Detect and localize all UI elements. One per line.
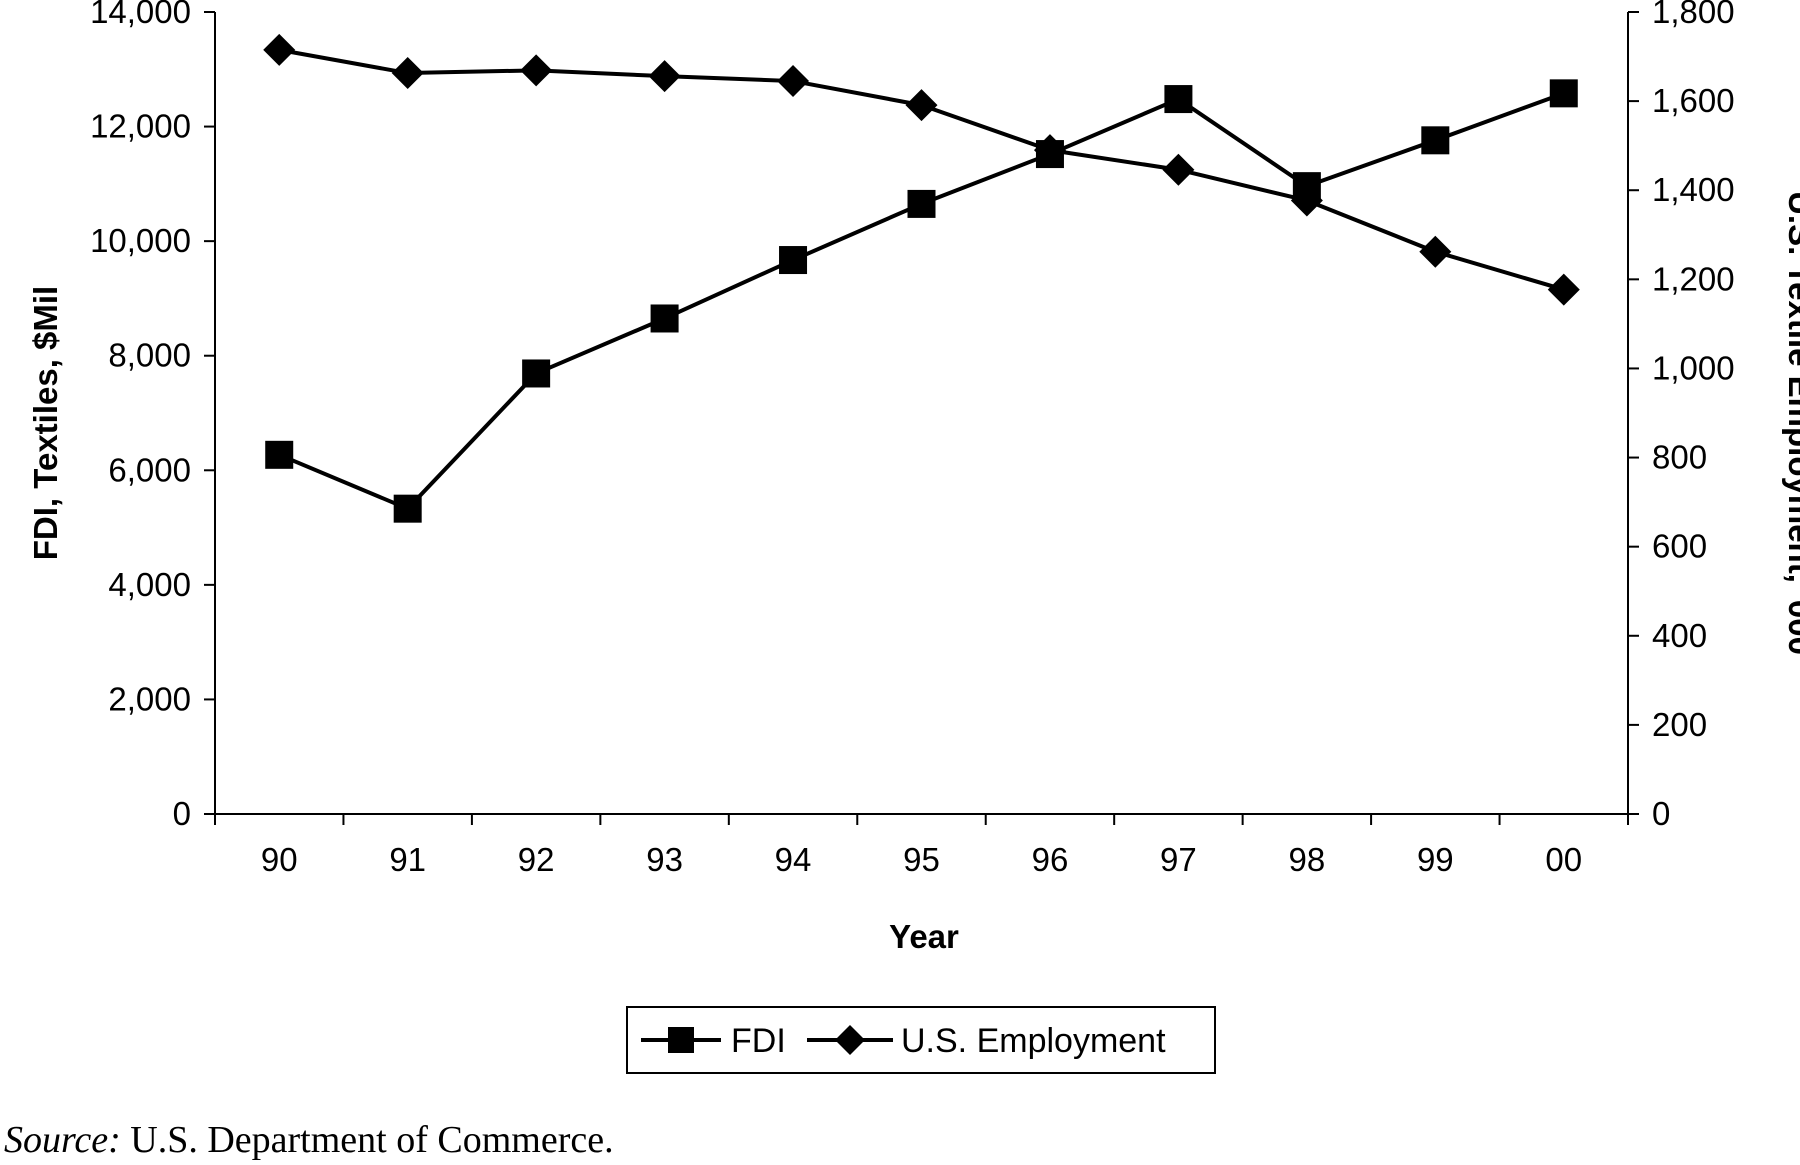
x-tick-label: 98 [1289, 841, 1326, 878]
series-line-u-s-employment [278, 47, 1565, 292]
y-right-tick-label: 1,800 [1652, 0, 1735, 30]
marker-fdi [650, 304, 679, 333]
marker-fdi [779, 246, 808, 275]
marker-u-s-employment [1162, 153, 1195, 186]
marker-u-s-employment [520, 54, 553, 87]
x-tick-label: 99 [1417, 841, 1454, 878]
y-right-tick-label: 600 [1652, 528, 1707, 565]
y-right-tick-label: 0 [1652, 795, 1670, 832]
legend-label-us-employment: U.S. Employment [901, 1022, 1166, 1060]
marker-fdi [907, 189, 936, 218]
x-tick-label: 91 [389, 841, 426, 878]
chart-axes [204, 11, 1639, 825]
marker-fdi [393, 494, 422, 523]
x-tick-label: 00 [1545, 841, 1582, 878]
y-right-tick-label: 1,600 [1652, 82, 1735, 119]
source-text: U.S. Department of Commerce. [120, 1119, 614, 1161]
x-tick-label: 93 [646, 841, 683, 878]
y-right-tick-label: 800 [1652, 439, 1707, 476]
x-tick-label: 94 [775, 841, 812, 878]
x-tick-label: 97 [1160, 841, 1197, 878]
marker-u-s-employment [1290, 184, 1323, 217]
marker-fdi [1164, 85, 1193, 114]
marker-u-s-employment [905, 89, 938, 122]
legend: FDI U.S. Employment [626, 1006, 1216, 1074]
marker-fdi [522, 359, 551, 388]
data-series [263, 33, 1580, 523]
marker-u-s-employment [648, 60, 681, 93]
y-axis-right-title: U.S. Textile Employment, '000 [1782, 191, 1800, 655]
legend-marker-fdi [668, 1027, 694, 1053]
series-line-fdi [278, 91, 1565, 511]
y-left-tick-label: 10,000 [90, 222, 191, 259]
y-right-tick-label: 1,400 [1652, 171, 1735, 208]
y-right-tick-label: 200 [1652, 706, 1707, 743]
marker-u-s-employment [391, 57, 424, 90]
marker-u-s-employment [1547, 273, 1580, 306]
y-left-tick-label: 4,000 [108, 566, 191, 603]
x-tick-label: 95 [903, 841, 940, 878]
y-right-tick-label: 1,200 [1652, 260, 1735, 297]
marker-u-s-employment [1419, 235, 1452, 268]
legend-marker-us-employment [835, 1025, 865, 1055]
marker-u-s-employment [777, 65, 810, 98]
legend-label-fdi: FDI [731, 1022, 786, 1060]
source-label: Source: [4, 1119, 121, 1161]
y-left-tick-label: 14,000 [90, 0, 191, 30]
marker-fdi [265, 440, 294, 469]
legend-box [626, 1006, 1216, 1074]
x-tick-label: 96 [1032, 841, 1069, 878]
marker-u-s-employment [263, 33, 296, 66]
x-tick-label: 90 [261, 841, 298, 878]
marker-fdi [1421, 126, 1450, 155]
x-axis-title: Year [889, 918, 959, 955]
y-left-tick-label: 6,000 [108, 451, 191, 488]
tick-labels: 0 2,000 4,000 6,000 8,000 10,000 12,000 14,000 0… [90, 0, 1735, 878]
y-right-tick-label: 1,000 [1652, 349, 1735, 386]
dual-axis-line-chart: 0 2,000 4,000 6,000 8,000 10,000 12,000 14,000 0… [27, 0, 1800, 1074]
x-tick-label: 92 [518, 841, 555, 878]
y-left-tick-label: 0 [173, 795, 191, 832]
y-left-tick-label: 12,000 [90, 108, 191, 145]
y-axis-left-title: FDI, Textiles, $Mil [27, 286, 64, 560]
y-left-tick-label: 8,000 [108, 337, 191, 374]
source-note: Source: U.S. Department of Commerce. [4, 1118, 614, 1162]
marker-u-s-employment [1033, 134, 1066, 167]
marker-fdi [1549, 79, 1578, 108]
y-left-tick-label: 2,000 [108, 680, 191, 717]
y-right-tick-label: 400 [1652, 617, 1707, 654]
